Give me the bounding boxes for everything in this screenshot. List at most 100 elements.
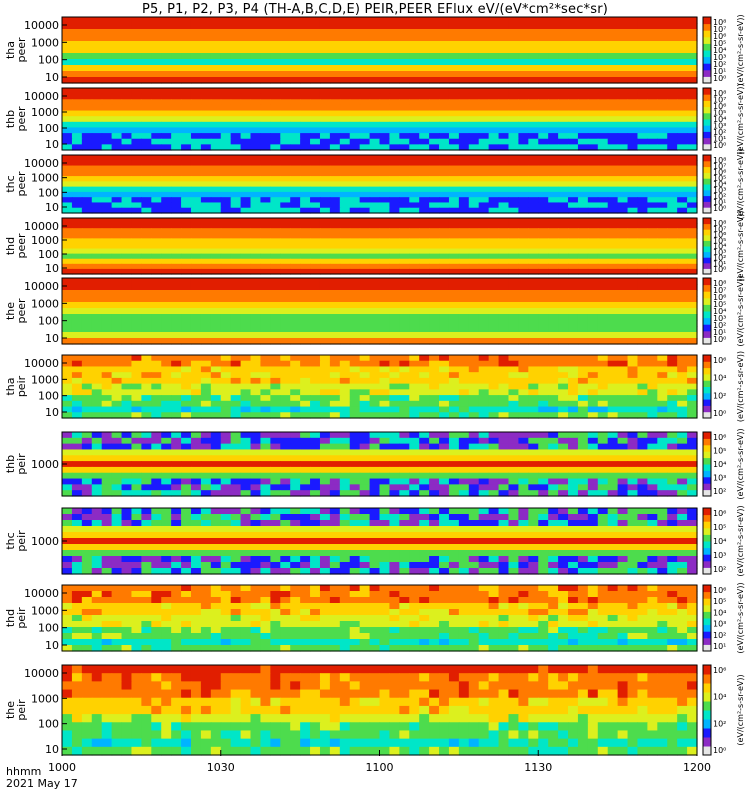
heatmap-cell <box>677 93 688 100</box>
heatmap-cell <box>151 116 162 123</box>
heatmap-cell <box>538 197 549 204</box>
heatmap-cell <box>637 233 648 239</box>
heatmap-cell <box>240 308 252 315</box>
heatmap-cell <box>111 41 123 48</box>
heatmap-cell <box>111 144 123 151</box>
heatmap-cell <box>518 263 529 270</box>
heatmap-cell <box>359 320 371 327</box>
heatmap-cell <box>439 290 450 297</box>
heatmap-cell <box>419 443 430 451</box>
heatmap-cell <box>71 332 83 339</box>
heatmap-cell <box>151 326 162 333</box>
heatmap-cell <box>369 165 381 172</box>
heatmap-cell <box>210 165 222 172</box>
heatmap-cell <box>508 176 520 182</box>
heatmap-cell <box>131 314 142 321</box>
heatmap-cell <box>300 47 311 54</box>
heatmap-cell <box>181 116 192 123</box>
heatmap-cell <box>329 127 341 134</box>
heatmap-cell <box>190 338 202 345</box>
heatmap-cell <box>399 383 410 390</box>
heatmap-cell <box>190 243 202 250</box>
heatmap-cell <box>131 202 142 209</box>
heatmap-cell <box>478 133 490 140</box>
heatmap-cell <box>458 155 470 161</box>
heatmap-cell <box>230 466 242 474</box>
heatmap-cell <box>419 268 430 275</box>
heatmap-cell <box>379 133 391 140</box>
heatmap-cell <box>617 197 629 204</box>
heatmap-cell <box>101 233 113 239</box>
heatmap-cell <box>300 314 311 321</box>
heatmap-cell <box>647 228 658 234</box>
heatmap-cell <box>687 332 698 339</box>
heatmap-cell <box>439 71 450 78</box>
heatmap-cell <box>538 355 549 362</box>
heatmap-cell <box>468 432 480 439</box>
colorbar-segment <box>703 399 711 406</box>
heatmap-cell <box>389 258 400 265</box>
heatmap-cell <box>528 186 539 193</box>
heatmap-cell <box>607 127 619 134</box>
heatmap-cell <box>349 395 361 402</box>
heatmap-cell <box>190 110 202 117</box>
heatmap-cell <box>260 65 271 72</box>
heatmap-cell <box>141 218 152 224</box>
heatmap-cell <box>200 400 212 408</box>
heatmap-cell <box>260 284 271 291</box>
heatmap-cell <box>200 116 212 123</box>
heatmap-cell <box>627 263 639 270</box>
heatmap-cell <box>161 99 172 106</box>
heatmap-cell <box>627 437 639 445</box>
heatmap-cell <box>339 372 351 379</box>
colorbar-segment <box>703 278 711 286</box>
heatmap-cell <box>468 478 480 485</box>
heatmap-cell <box>429 191 440 198</box>
heatmap-cell <box>200 395 212 402</box>
heatmap-cell <box>101 41 113 48</box>
heatmap-cell <box>349 191 361 198</box>
heatmap-cell <box>468 218 480 224</box>
heatmap-cell <box>200 59 212 66</box>
heatmap-cell <box>468 59 480 66</box>
heatmap-cell <box>448 127 460 134</box>
heatmap-cell <box>300 278 311 285</box>
colorbar-segment <box>703 223 711 230</box>
heatmap-cell <box>409 395 420 402</box>
heatmap-cell <box>141 332 152 339</box>
heatmap-cell <box>81 155 93 161</box>
heatmap-cell <box>558 461 569 468</box>
heatmap-cell <box>190 99 202 106</box>
heatmap-cell <box>91 437 103 445</box>
heatmap-cell <box>210 366 222 373</box>
heatmap-cell <box>587 320 599 327</box>
heatmap-cell <box>508 461 520 468</box>
heatmap-cell <box>210 127 222 134</box>
heatmap-cell <box>131 472 142 480</box>
heatmap-cell <box>379 176 391 182</box>
heatmap-cell <box>121 23 133 30</box>
heatmap-cell <box>270 332 281 339</box>
heatmap-cell <box>429 53 440 60</box>
colorbar-segment <box>703 100 711 108</box>
heatmap-cell <box>637 202 648 209</box>
heatmap-cell <box>419 253 430 260</box>
colorbar-tick-label: 10² <box>713 128 726 137</box>
heatmap-cell <box>91 432 103 439</box>
heatmap-cell <box>667 400 678 408</box>
heatmap-cell <box>181 218 192 224</box>
heatmap-cell <box>220 116 232 123</box>
heatmap-cell <box>141 17 152 24</box>
heatmap-cell <box>270 395 281 402</box>
heatmap-cell <box>310 472 321 480</box>
heatmap-cell <box>349 181 361 188</box>
heatmap-cell <box>190 41 202 48</box>
heatmap-cell <box>528 466 539 474</box>
heatmap-cell <box>577 412 589 419</box>
heatmap-cell <box>62 466 73 474</box>
heatmap-cell <box>111 186 123 193</box>
heatmap-cell <box>280 71 291 78</box>
heatmap-cell <box>131 170 142 177</box>
heatmap-cell <box>538 170 549 177</box>
heatmap-cell <box>319 233 331 239</box>
